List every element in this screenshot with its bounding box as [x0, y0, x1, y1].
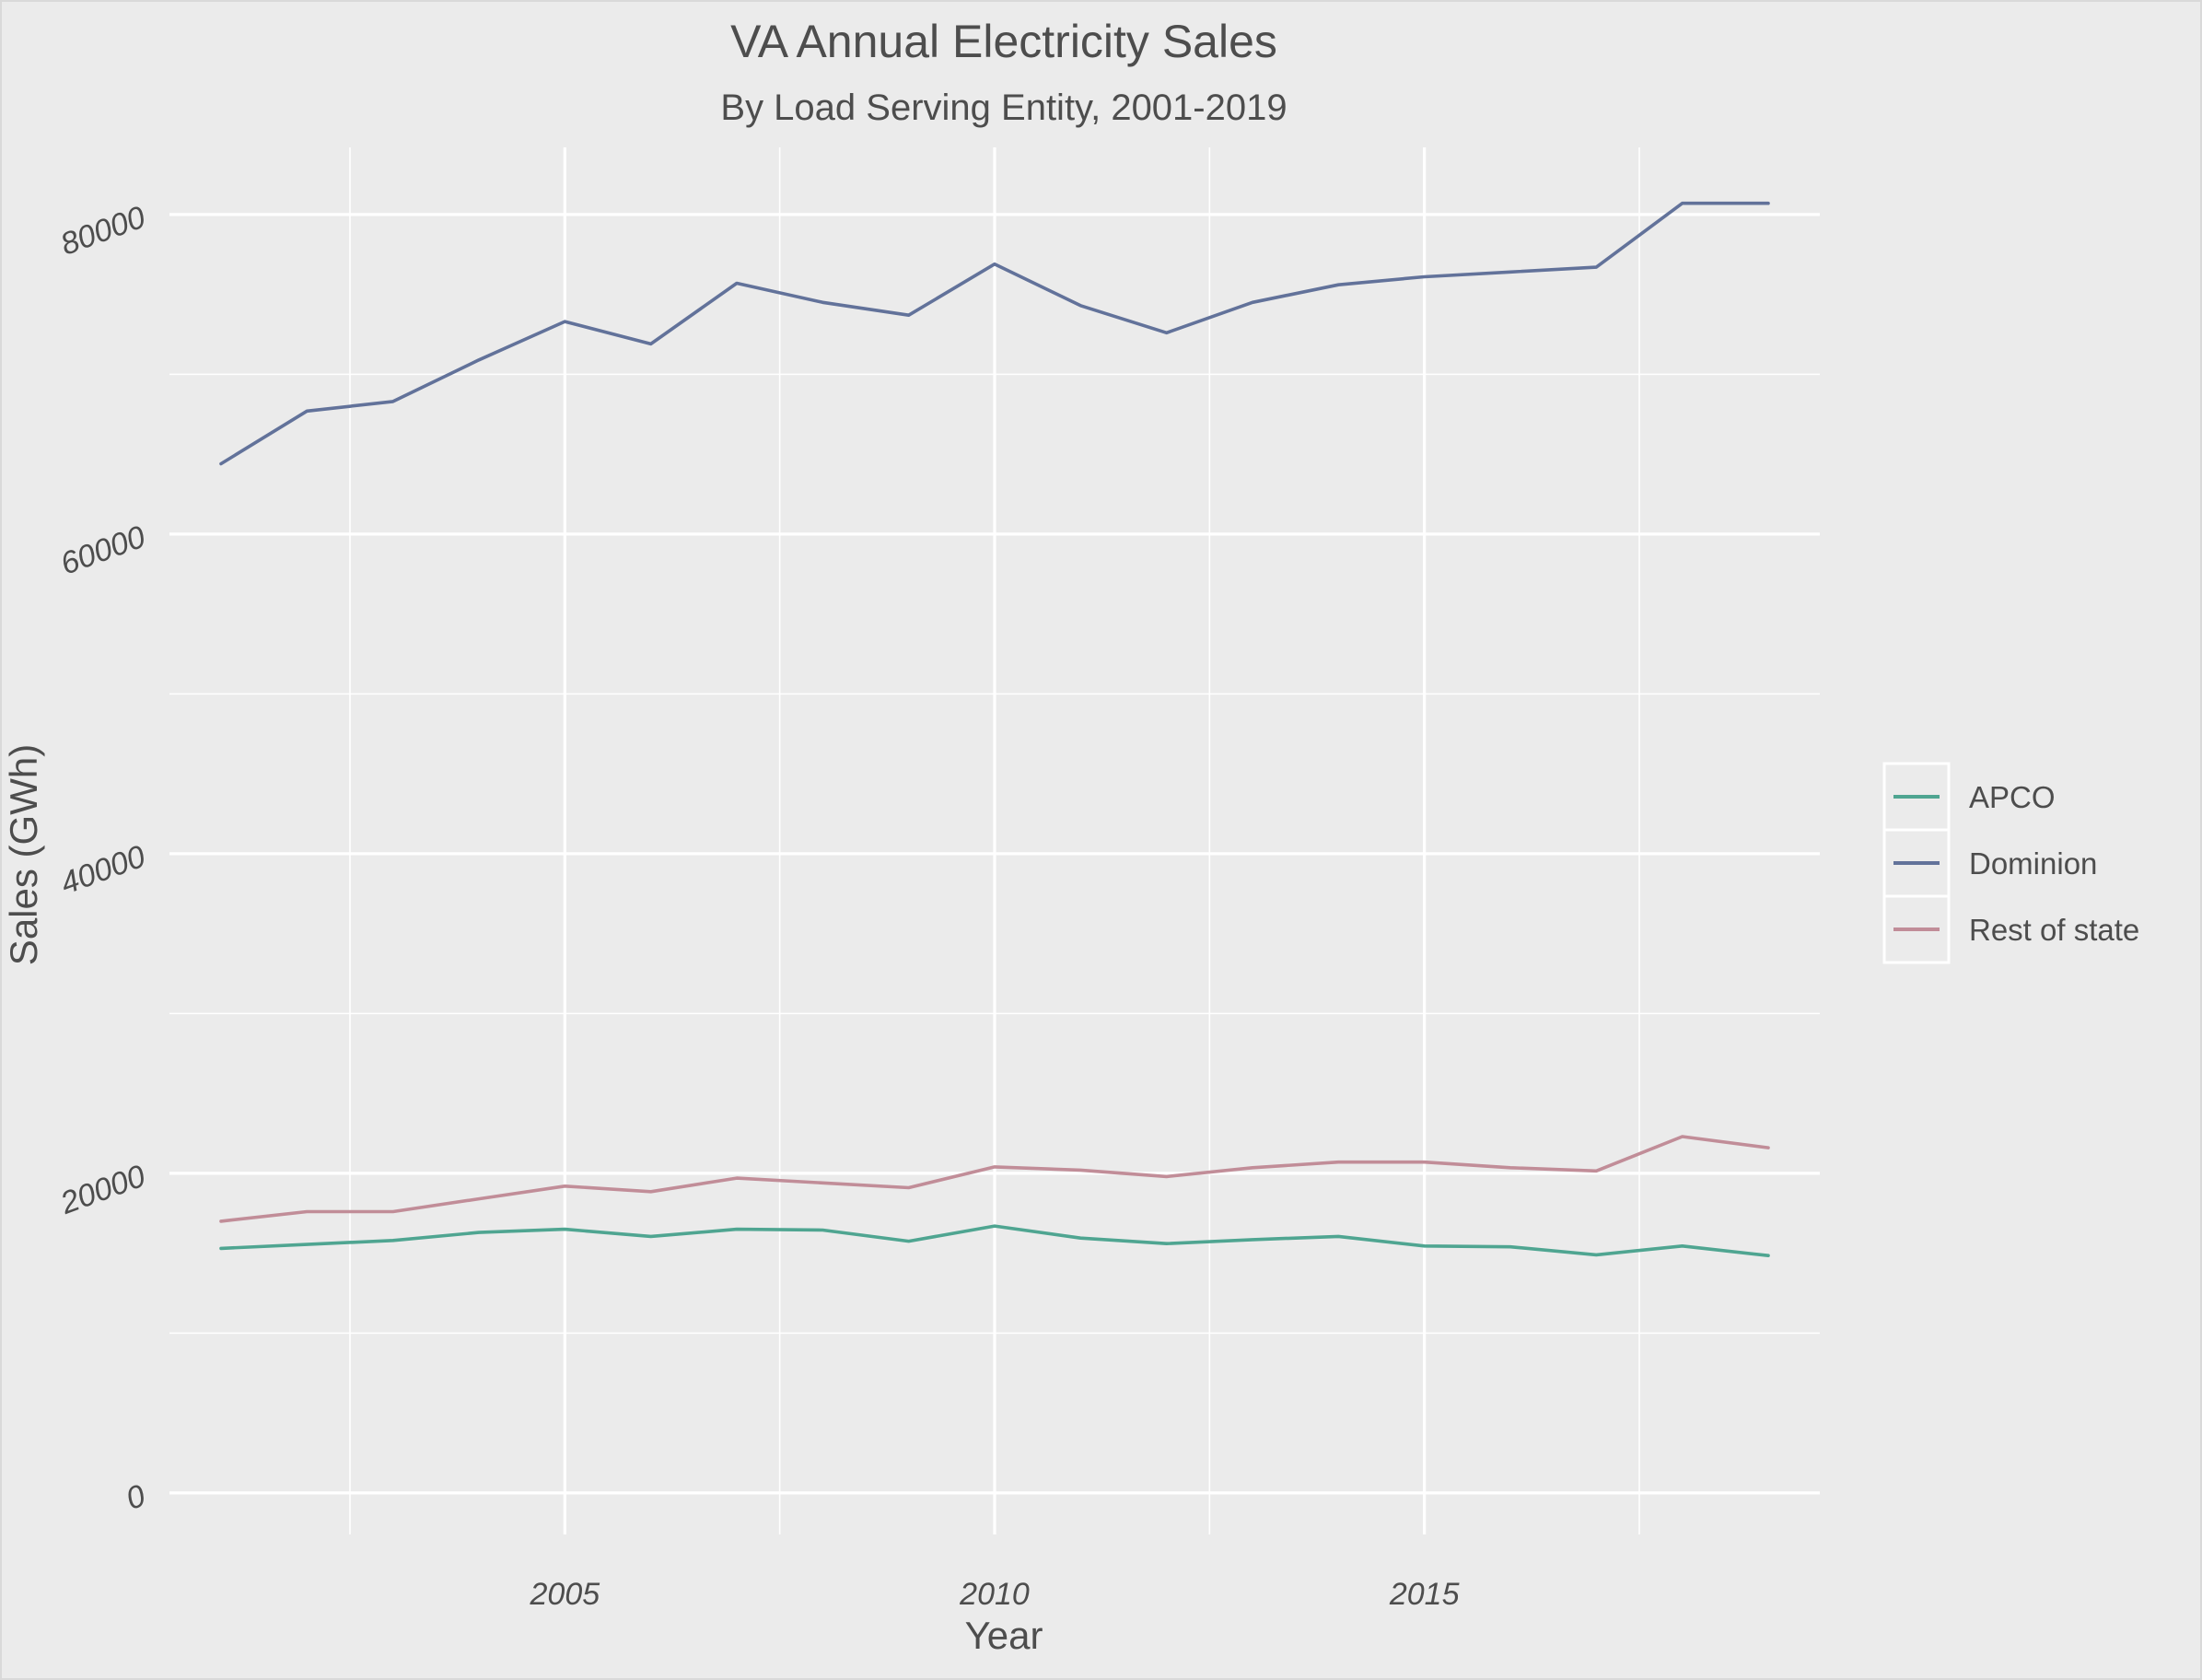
- x-axis-tick-labels: 2005 2010 2015: [530, 1577, 1460, 1612]
- series-lines: [219, 201, 1770, 1257]
- y-axis-title: Sales (GWh): [2, 744, 45, 965]
- legend: APCO Dominion Rest of state: [1882, 762, 2139, 964]
- legend-label-dominion: Dominion: [1969, 846, 2097, 881]
- chart-title: VA Annual Electricity Sales: [730, 16, 1277, 67]
- plot-grid: [169, 147, 1820, 1534]
- legend-label-rest-of-state: Rest of state: [1969, 913, 2139, 947]
- x-tick-label: 2005: [530, 1577, 600, 1612]
- legend-label-apco: APCO: [1969, 780, 2056, 814]
- x-tick-label: 2015: [1389, 1577, 1460, 1612]
- series-line-apco: [219, 1224, 1770, 1257]
- x-tick-label: 2010: [959, 1577, 1030, 1612]
- chart-subtitle: By Load Serving Entity, 2001-2019: [720, 88, 1287, 128]
- series-line-dominion: [219, 201, 1770, 466]
- x-axis-title: Year: [965, 1614, 1043, 1657]
- series-line-rest-of-state: [219, 1135, 1770, 1223]
